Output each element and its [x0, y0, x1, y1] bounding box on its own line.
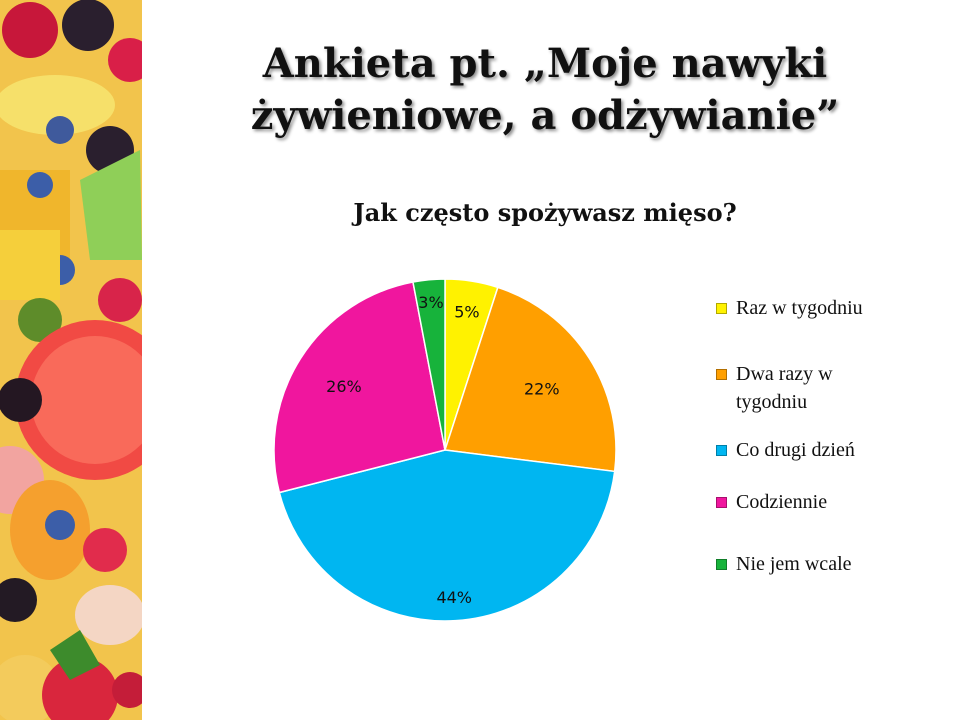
- legend-swatch: [716, 559, 727, 570]
- pie-slice: [273, 281, 446, 494]
- legend-label: Raz w tygodniu: [736, 297, 863, 319]
- legend-item: Codziennie: [716, 488, 951, 516]
- legend-item: Co drugi dzień: [716, 436, 951, 464]
- pie-slice: [412, 278, 446, 451]
- legend-item: Dwa razy w tygodniu: [716, 360, 951, 416]
- legend-item: Raz w tygodniu: [716, 294, 951, 322]
- legend-swatch: [716, 303, 727, 314]
- pie-slice-label: 5%: [454, 303, 479, 322]
- pie-slice-label: 44%: [436, 588, 472, 607]
- legend-swatch: [716, 497, 727, 508]
- legend-label: Dwa razy w tygodniu: [736, 363, 833, 413]
- legend-swatch: [716, 369, 727, 380]
- legend-label: Codziennie: [736, 491, 828, 513]
- legend-item: Nie jem wcale: [716, 550, 951, 578]
- pie-slice-label: 22%: [524, 380, 560, 399]
- chart-title: Jak często spożywasz mięso?: [353, 198, 737, 227]
- legend-label: Co drugi dzień: [736, 439, 855, 461]
- pie-chart: 5% 22% 44% 26% 3%: [273, 278, 617, 622]
- legend-label: Nie jem wcale: [736, 553, 852, 575]
- pie-slice: [444, 286, 617, 473]
- pie-slice-label: 3%: [418, 293, 443, 312]
- slide-title: Ankieta pt. „Moje nawyki żywieniowe, a o…: [250, 40, 840, 139]
- legend-swatch: [716, 445, 727, 456]
- fruit-decoration-image: [0, 0, 142, 720]
- pie-slice: [278, 449, 616, 622]
- pie-slice-label: 26%: [326, 377, 362, 396]
